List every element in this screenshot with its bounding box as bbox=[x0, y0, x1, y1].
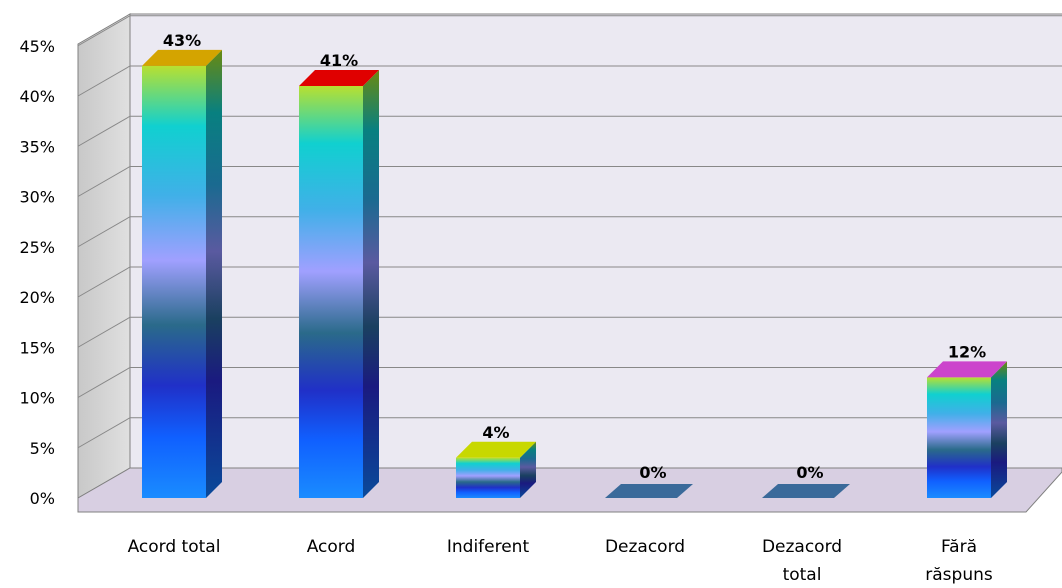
bar-front bbox=[299, 85, 363, 498]
y-tick-label: 15% bbox=[19, 338, 55, 357]
bar-top bbox=[142, 49, 222, 66]
x-tick-label: Indiferent bbox=[447, 537, 530, 557]
gridline bbox=[77, 115, 1062, 147]
bar-side bbox=[991, 361, 1007, 498]
data-label: 41% bbox=[320, 51, 358, 70]
gridline bbox=[77, 216, 1062, 248]
x-tick-label: Fără bbox=[941, 537, 977, 557]
y-tick-label: 30% bbox=[19, 188, 55, 207]
bar bbox=[299, 69, 379, 498]
back-wall bbox=[129, 13, 1062, 469]
bar-front bbox=[927, 377, 991, 498]
bar-top bbox=[762, 484, 850, 498]
x-tick-label: Dezacord bbox=[605, 537, 685, 557]
side-wall bbox=[77, 13, 131, 499]
bar-side bbox=[206, 49, 222, 498]
gridline bbox=[77, 316, 1062, 348]
y-tick-label: 25% bbox=[19, 238, 55, 257]
gridline bbox=[77, 417, 1062, 449]
y-tick-label: 0% bbox=[30, 489, 55, 508]
floor bbox=[77, 467, 1062, 513]
x-tick-label: Acord total bbox=[128, 537, 221, 557]
bar-front bbox=[142, 65, 206, 498]
gridline bbox=[77, 266, 1062, 298]
bar-top bbox=[456, 441, 536, 458]
y-tick-label: 35% bbox=[19, 137, 55, 156]
bar-side bbox=[363, 69, 379, 498]
y-tick-label: 10% bbox=[19, 389, 55, 408]
bar-side bbox=[520, 441, 536, 498]
bar-top bbox=[299, 69, 379, 86]
data-label: 0% bbox=[796, 463, 823, 482]
gridline bbox=[77, 15, 1062, 47]
bar bbox=[142, 49, 222, 498]
bar bbox=[762, 484, 850, 498]
bar bbox=[605, 484, 693, 498]
bar-top bbox=[605, 484, 693, 498]
bar-front bbox=[456, 457, 520, 498]
gridline bbox=[77, 65, 1062, 97]
data-label: 0% bbox=[639, 463, 666, 482]
x-tick-label: total bbox=[783, 565, 822, 584]
bar bbox=[927, 361, 1007, 498]
bar-top bbox=[927, 361, 1007, 378]
data-label: 4% bbox=[482, 423, 509, 442]
gridline bbox=[77, 367, 1062, 398]
y-tick-label: 45% bbox=[19, 37, 55, 56]
x-tick-label: Acord bbox=[307, 537, 356, 557]
data-label: 43% bbox=[163, 31, 201, 50]
y-tick-label: 5% bbox=[30, 439, 55, 458]
y-tick-label: 20% bbox=[19, 288, 55, 307]
y-tick-label: 40% bbox=[19, 87, 55, 106]
bar bbox=[456, 441, 536, 498]
gridline bbox=[77, 166, 1062, 197]
data-label: 12% bbox=[948, 342, 986, 361]
x-tick-label: Dezacord bbox=[762, 537, 842, 557]
x-tick-label: răspuns bbox=[925, 565, 993, 584]
